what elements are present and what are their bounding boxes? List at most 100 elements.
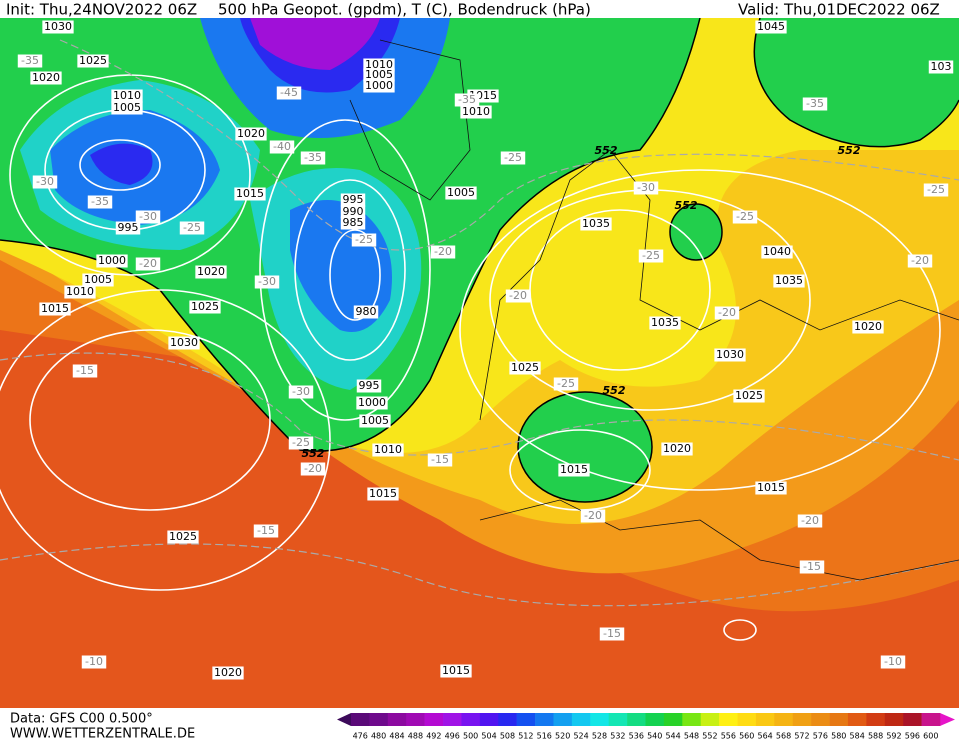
- temperature-label-box: [253, 524, 279, 538]
- shading-purple: [250, 18, 380, 70]
- isobar-label-box: [661, 442, 693, 456]
- isobar-label-box: [356, 379, 382, 393]
- isobar-label-box: [340, 205, 366, 219]
- isobar-label-box: [356, 396, 388, 410]
- isobar-label: 1020: [237, 127, 265, 140]
- colorbar-swatch: [829, 713, 849, 726]
- isobar-label-box: [195, 265, 227, 279]
- colorbar-label: 508: [500, 732, 515, 741]
- shading-blue: [50, 18, 450, 332]
- isobar-label-box: [189, 300, 221, 314]
- colorbar-swatch: [516, 713, 536, 726]
- isobar-label-box: [445, 186, 477, 200]
- isobar-label: 1020: [197, 265, 225, 278]
- temperature-label-box: [87, 195, 113, 209]
- isobar-label: 990: [343, 205, 364, 218]
- colorbar-label: 596: [905, 732, 920, 741]
- isobar-label-box: [96, 254, 128, 268]
- temperature-label: -30: [139, 210, 157, 223]
- temperature-label-box: [907, 254, 933, 268]
- temperature-label-box: [714, 306, 740, 320]
- temperature-label-box: [269, 140, 295, 154]
- temperature-label: -30: [637, 181, 655, 194]
- colorbar-label: 492: [426, 732, 441, 741]
- isobar-label: 1005: [365, 68, 393, 81]
- colorbar-swatch: [387, 713, 407, 726]
- colorbar-swatch: [921, 713, 941, 726]
- colorbar-label: 512: [518, 732, 533, 741]
- shading-green-low: [517, 391, 653, 503]
- isobar-label: 1015: [560, 463, 588, 476]
- isobar-label: 1005: [84, 273, 112, 286]
- colorbar-swatch: [847, 713, 867, 726]
- isobar-label: 1010: [374, 443, 402, 456]
- colorbar: 476 480 484 488 492 496 500 504 508 512 516 520 524 5…: [337, 713, 955, 741]
- colorbar-swatch: [608, 713, 628, 726]
- temperature-label-box: [799, 560, 825, 574]
- isobar-label-box: [77, 54, 109, 68]
- geopotential-label: 552: [302, 447, 325, 460]
- temperature-label-box: [32, 175, 58, 189]
- temperature-label-box: [288, 385, 314, 399]
- colorbar-label: 484: [389, 732, 404, 741]
- isobar-label-box: [235, 127, 267, 141]
- isobar-label-box: [82, 273, 114, 287]
- isobar-label: 1010: [113, 89, 141, 102]
- colorbar-label: 504: [481, 732, 496, 741]
- isobar-label: 1035: [582, 217, 610, 230]
- temperature-label: -15: [603, 627, 621, 640]
- isobar-label-box: [167, 530, 199, 544]
- colorbar-swatch: [406, 713, 425, 726]
- temperature-label-box: [81, 655, 107, 669]
- temperature-label: -30: [292, 385, 310, 398]
- temperature-label: -10: [85, 655, 103, 668]
- isobar-label: 1000: [358, 396, 386, 409]
- colorbar-swatch: [443, 713, 462, 726]
- temperature-label: -15: [431, 453, 449, 466]
- colorbar-label: 540: [647, 732, 662, 741]
- isobar-label: 1035: [651, 316, 679, 329]
- colorbar-label: 496: [445, 732, 460, 741]
- isobar-label-box: [39, 302, 71, 316]
- colorbar-swatch: [627, 713, 646, 726]
- isobar-label: 1020: [32, 71, 60, 84]
- temperature-label: -35: [91, 195, 109, 208]
- colorbar-label: 548: [684, 732, 699, 741]
- isobar-label-box: [928, 60, 954, 74]
- isobar-label-box: [367, 487, 399, 501]
- temperature-label-box: [300, 151, 326, 165]
- isobar-label: 1005: [361, 414, 389, 427]
- temperature-label: -25: [557, 377, 575, 390]
- temperature-label-box: [802, 97, 828, 111]
- temperature-label-box: [553, 377, 579, 391]
- isobar-label-box: [168, 336, 200, 350]
- isobar-label-box: [755, 481, 787, 495]
- temperature-label-box: [454, 93, 480, 107]
- isobar-label-box: [340, 216, 366, 230]
- colorbar-label: 520: [555, 732, 570, 741]
- isobar-label: 1020: [214, 666, 242, 679]
- temperature-label: -25: [183, 221, 201, 234]
- colorbar-label: 476: [353, 732, 368, 741]
- colorbar-swatch: [682, 713, 702, 726]
- isobar-label: 1020: [663, 442, 691, 455]
- website: WWW.WETTERZENTRALE.DE: [10, 727, 195, 742]
- colorbar-swatch: [663, 713, 683, 726]
- isobar-label-box: [212, 666, 244, 680]
- temperature-label-box: [599, 627, 625, 641]
- colorbar-swatch: [645, 713, 665, 726]
- isobar-label: 1015: [442, 664, 470, 677]
- isobar-label-box: [755, 20, 787, 34]
- isobar-label: 1035: [775, 274, 803, 287]
- map: 1030102510201010100510101005100010151010…: [0, 18, 959, 708]
- shading-green-ne: [754, 18, 959, 147]
- temperature-label: -25: [642, 249, 660, 262]
- temperature-label: -20: [509, 289, 527, 302]
- isobar-label-box: [30, 71, 62, 85]
- temperature-label-box: [430, 245, 456, 259]
- colorbar-swatch: [461, 713, 481, 726]
- colorbar-swatch: [590, 713, 609, 726]
- colorbar-swatch: [866, 713, 886, 726]
- temperature-label: -15: [257, 524, 275, 537]
